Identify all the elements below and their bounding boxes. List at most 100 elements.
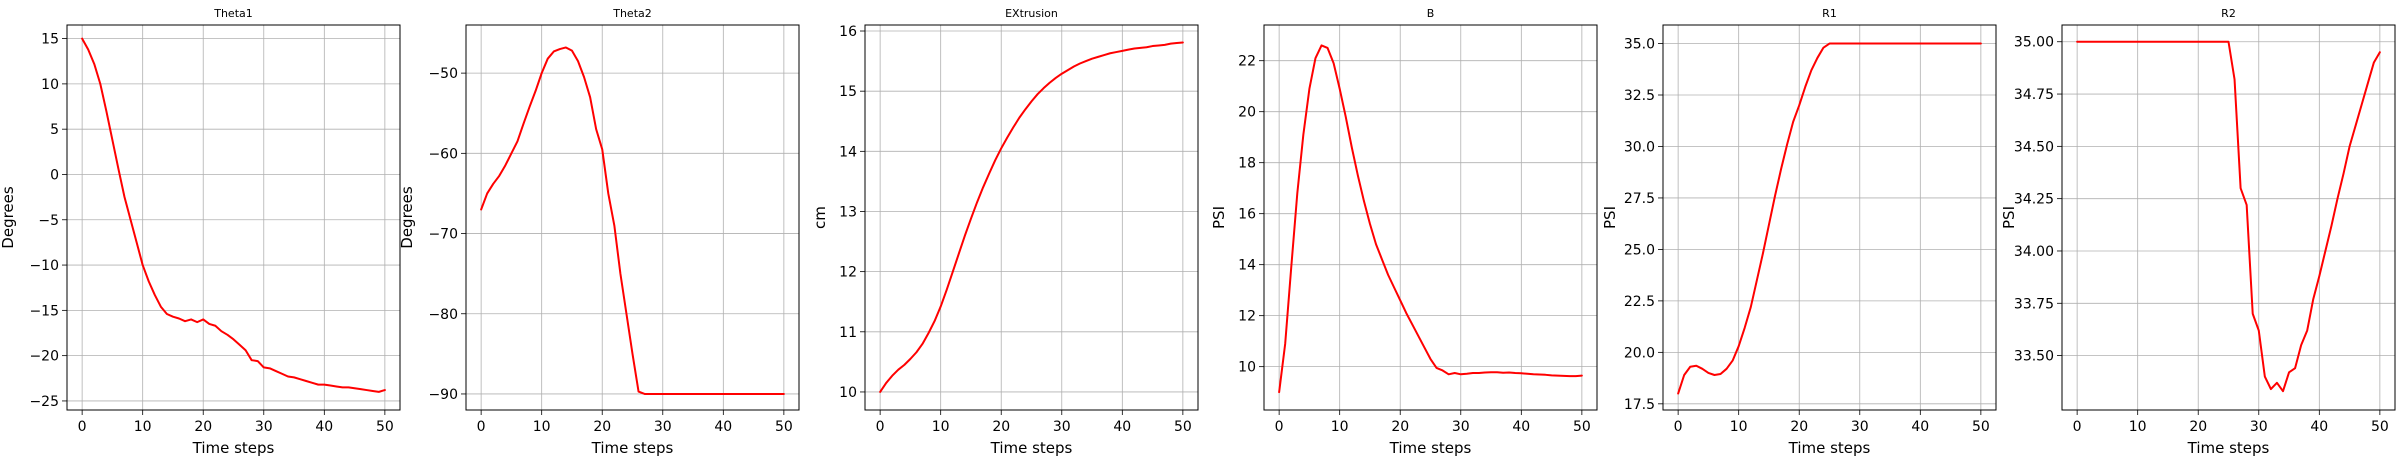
x-tick-label: 30 (654, 419, 672, 435)
x-tick-label: 50 (1972, 419, 1990, 435)
chart-title: EXtrusion (1005, 7, 1058, 20)
chart-panel-6: 0 10 20 30 40 50 33.50 33.75 34.00 34.25 34.50 34.7… (2000, 7, 2396, 457)
y-tick-label: 25.0 (1624, 242, 1655, 258)
y-tick-label: −70 (428, 227, 458, 243)
x-tick-label: 10 (1730, 419, 1748, 435)
y-tick-label: 16 (839, 24, 857, 40)
y-tick-label: 34.25 (2014, 192, 2054, 208)
y-tick-label: 20.0 (1624, 345, 1655, 361)
x-tick-label: 20 (1391, 419, 1409, 435)
x-axis-label: Time steps (1788, 439, 1871, 457)
y-axis-label: cm (811, 206, 829, 229)
x-tick-label: 40 (1911, 419, 1929, 435)
y-tick-label: 20 (1238, 105, 1256, 121)
y-tick-label: 15 (839, 84, 857, 100)
x-tick-label: 0 (477, 419, 486, 435)
y-tick-label: 34.50 (2014, 139, 2054, 155)
x-tick-label: 0 (1275, 419, 1284, 435)
x-tick-label: 30 (1851, 419, 1869, 435)
chart-title: Theta2 (612, 7, 652, 20)
y-axis-label: PSI (1601, 206, 1619, 229)
axes-frame (1662, 24, 1997, 411)
y-tick-label: 10 (41, 77, 59, 93)
x-tick-label: 50 (376, 419, 394, 435)
chart-title: R2 (2221, 7, 2236, 20)
x-tick-label: 50 (775, 419, 793, 435)
x-tick-label: 50 (2371, 419, 2389, 435)
y-tick-label: 12 (1238, 309, 1256, 325)
series-line (2076, 40, 2381, 393)
x-tick-label: 10 (932, 419, 950, 435)
x-tick-label: 20 (593, 419, 611, 435)
y-tick-label: 33.75 (2014, 296, 2054, 312)
series-line (81, 37, 386, 393)
y-tick-label: 5 (50, 122, 59, 138)
x-tick-label: 0 (876, 419, 885, 435)
x-tick-label: 50 (1174, 419, 1192, 435)
y-tick-label: −50 (428, 66, 458, 82)
x-tick-label: 20 (1790, 419, 1808, 435)
x-tick-label: 0 (1674, 419, 1683, 435)
x-tick-label: 20 (194, 419, 212, 435)
y-tick-label: −80 (428, 307, 458, 323)
y-tick-label: 11 (839, 325, 857, 341)
x-tick-label: 30 (1452, 419, 1470, 435)
y-tick-label: 15 (41, 32, 59, 48)
x-tick-label: 10 (533, 419, 551, 435)
axes-frame (1263, 24, 1598, 411)
y-tick-label: 34.75 (2014, 87, 2054, 103)
y-tick-label: −20 (29, 349, 59, 365)
x-axis-label: Time steps (990, 439, 1073, 457)
x-tick-label: 0 (78, 419, 87, 435)
x-tick-label: 50 (1573, 419, 1591, 435)
series-line (1677, 42, 1982, 395)
x-tick-label: 30 (2250, 419, 2268, 435)
x-axis-label: Time steps (2187, 439, 2270, 457)
chart-title: B (1427, 7, 1435, 20)
chart-panel-3: 0 10 20 30 40 50 10 11 12 13 14 15 16 EXtrusion Time s… (811, 7, 1199, 457)
y-tick-label: −10 (29, 258, 59, 274)
chart-panel-4: 0 10 20 30 40 50 10 12 14 16 18 20 22 B Time steps PSI (1210, 7, 1598, 457)
x-tick-label: 30 (1053, 419, 1071, 435)
chart-panel-2: 0 10 20 30 40 50 −90 −80 −70 −60 −50 Theta2 Time ste… (398, 7, 800, 457)
y-tick-label: 32.5 (1624, 88, 1655, 104)
x-tick-label: 40 (1113, 419, 1131, 435)
y-tick-label: 10 (839, 385, 857, 401)
y-axis-label: Degrees (0, 186, 17, 249)
x-axis-label: Time steps (591, 439, 674, 457)
y-tick-label: 22 (1238, 54, 1256, 70)
chart-title: Theta1 (213, 7, 253, 20)
y-tick-label: 0 (50, 167, 59, 183)
x-tick-label: 40 (315, 419, 333, 435)
y-tick-label: 12 (839, 265, 857, 281)
axes-frame (465, 24, 800, 411)
x-tick-label: 40 (714, 419, 732, 435)
x-tick-label: 30 (255, 419, 273, 435)
x-tick-label: 10 (2129, 419, 2147, 435)
y-tick-label: 13 (839, 204, 857, 220)
y-axis-label: PSI (1210, 206, 1228, 229)
axes-frame (864, 24, 1199, 411)
y-axis-label: PSI (2000, 206, 2018, 229)
x-tick-label: 40 (2310, 419, 2328, 435)
y-tick-label: 14 (1238, 258, 1256, 274)
y-tick-label: 14 (839, 144, 857, 160)
series-line (480, 46, 785, 395)
series-line (879, 41, 1184, 393)
axes-frame (66, 24, 401, 411)
axes-frame (2061, 24, 2396, 411)
chart-title: R1 (1822, 7, 1837, 20)
x-axis-label: Time steps (192, 439, 275, 457)
y-tick-label: 10 (1238, 360, 1256, 376)
y-tick-label: 22.5 (1624, 294, 1655, 310)
y-tick-label: −5 (38, 213, 59, 229)
x-tick-label: 20 (2189, 419, 2207, 435)
y-tick-label: −25 (29, 394, 59, 410)
y-tick-label: −90 (428, 387, 458, 403)
x-tick-label: 10 (134, 419, 152, 435)
y-tick-label: 35.00 (2014, 35, 2054, 51)
y-tick-label: −60 (428, 146, 458, 162)
x-axis-label: Time steps (1389, 439, 1472, 457)
y-tick-label: 17.5 (1624, 397, 1655, 413)
